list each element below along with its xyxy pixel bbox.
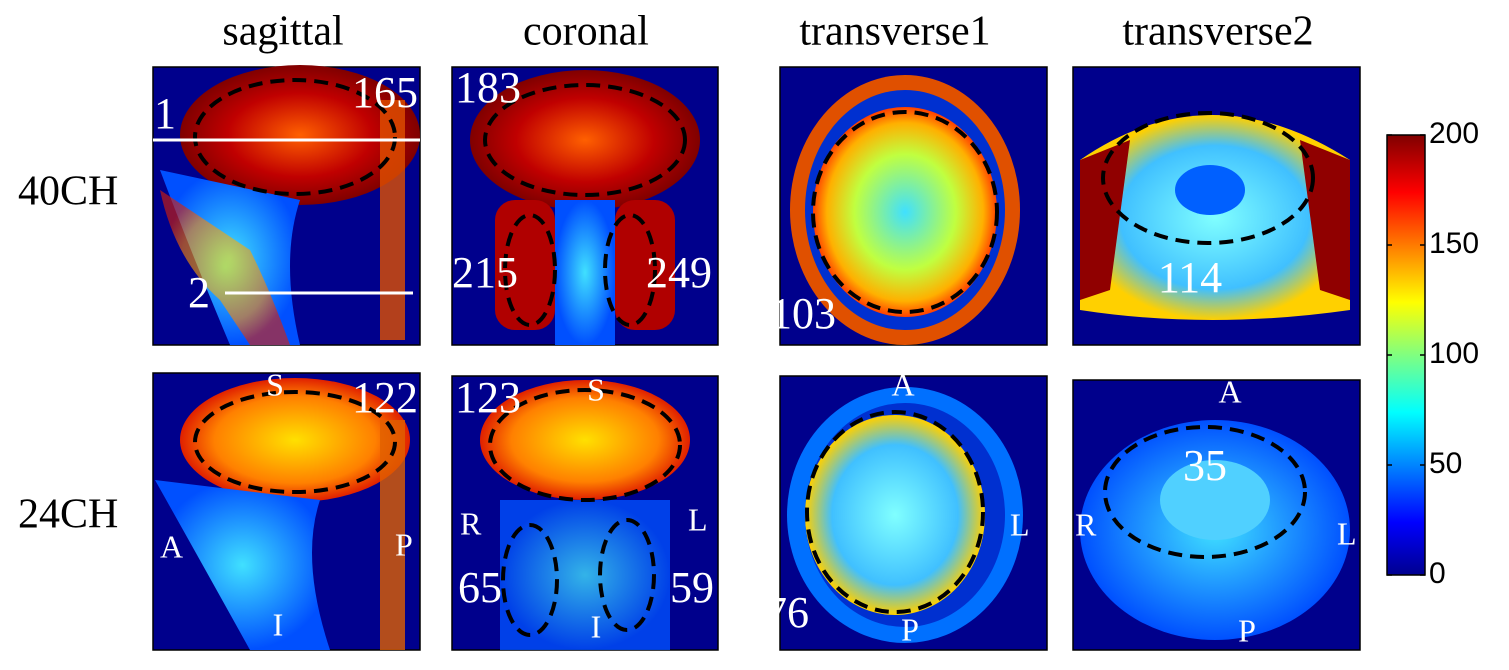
panel-label: 35: [1183, 441, 1227, 490]
row-label: 40CH: [18, 169, 118, 215]
panel-label: P: [901, 611, 919, 647]
panel-label: 65: [458, 563, 502, 612]
panel-label: 103: [770, 289, 836, 338]
panel-label: 59: [670, 563, 714, 612]
colorbar: [1386, 134, 1426, 576]
panel-label: S: [587, 371, 605, 407]
panel-label: A: [1218, 373, 1241, 409]
panel-label: 215: [452, 248, 518, 297]
panel-label: 183: [455, 63, 521, 112]
panel: S 122 A P I: [152, 366, 421, 651]
panel: A 35 R L P: [1072, 373, 1361, 651]
colorbar-ticks: 0 50 100 150 200: [1387, 117, 1479, 590]
column-title: transverse2: [1122, 9, 1313, 55]
colorbar-tick-label: 150: [1429, 227, 1479, 260]
panel-label: P: [1238, 612, 1256, 648]
panel-label: 2: [188, 268, 210, 317]
panel: 103: [770, 66, 1048, 346]
panel: 183 215 249: [451, 63, 719, 346]
panel: 165 1 2: [152, 65, 421, 346]
panel-label: R: [460, 505, 482, 541]
panel-label: R: [752, 500, 774, 536]
panel-label: P: [395, 526, 413, 562]
colorbar-tick-label: 0: [1429, 557, 1446, 590]
colorbar-tick-label: 50: [1429, 447, 1462, 480]
panel-label: L: [688, 501, 708, 537]
panel-label: 123: [455, 373, 521, 422]
panel-label: 76: [765, 588, 809, 637]
panel-label: 1: [154, 89, 176, 138]
panel-label: L: [1010, 506, 1030, 542]
row-label: 24CH: [18, 492, 118, 538]
panel-label: R: [1075, 506, 1097, 542]
panel-label: L: [1337, 515, 1357, 551]
panel-label: 122: [352, 373, 418, 422]
panel-label: A: [160, 528, 183, 564]
panel: 114: [1072, 66, 1361, 346]
panel: A R L 76 P: [752, 366, 1048, 651]
panel-label: 165: [352, 68, 418, 117]
panel-label: I: [591, 608, 602, 644]
panel-label: 249: [646, 248, 712, 297]
panel-label: I: [273, 606, 284, 642]
column-title: sagittal: [222, 9, 343, 55]
colorbar-tick-label: 100: [1429, 337, 1479, 370]
column-title: transverse1: [799, 9, 990, 55]
colorbar-tick-label: 200: [1429, 117, 1479, 150]
panel: 123 S R L 65 59 I: [451, 371, 719, 651]
column-title: coronal: [523, 9, 649, 55]
panel-label: 114: [1158, 253, 1222, 302]
panel-label: S: [266, 366, 284, 402]
panel-label: A: [891, 366, 914, 402]
